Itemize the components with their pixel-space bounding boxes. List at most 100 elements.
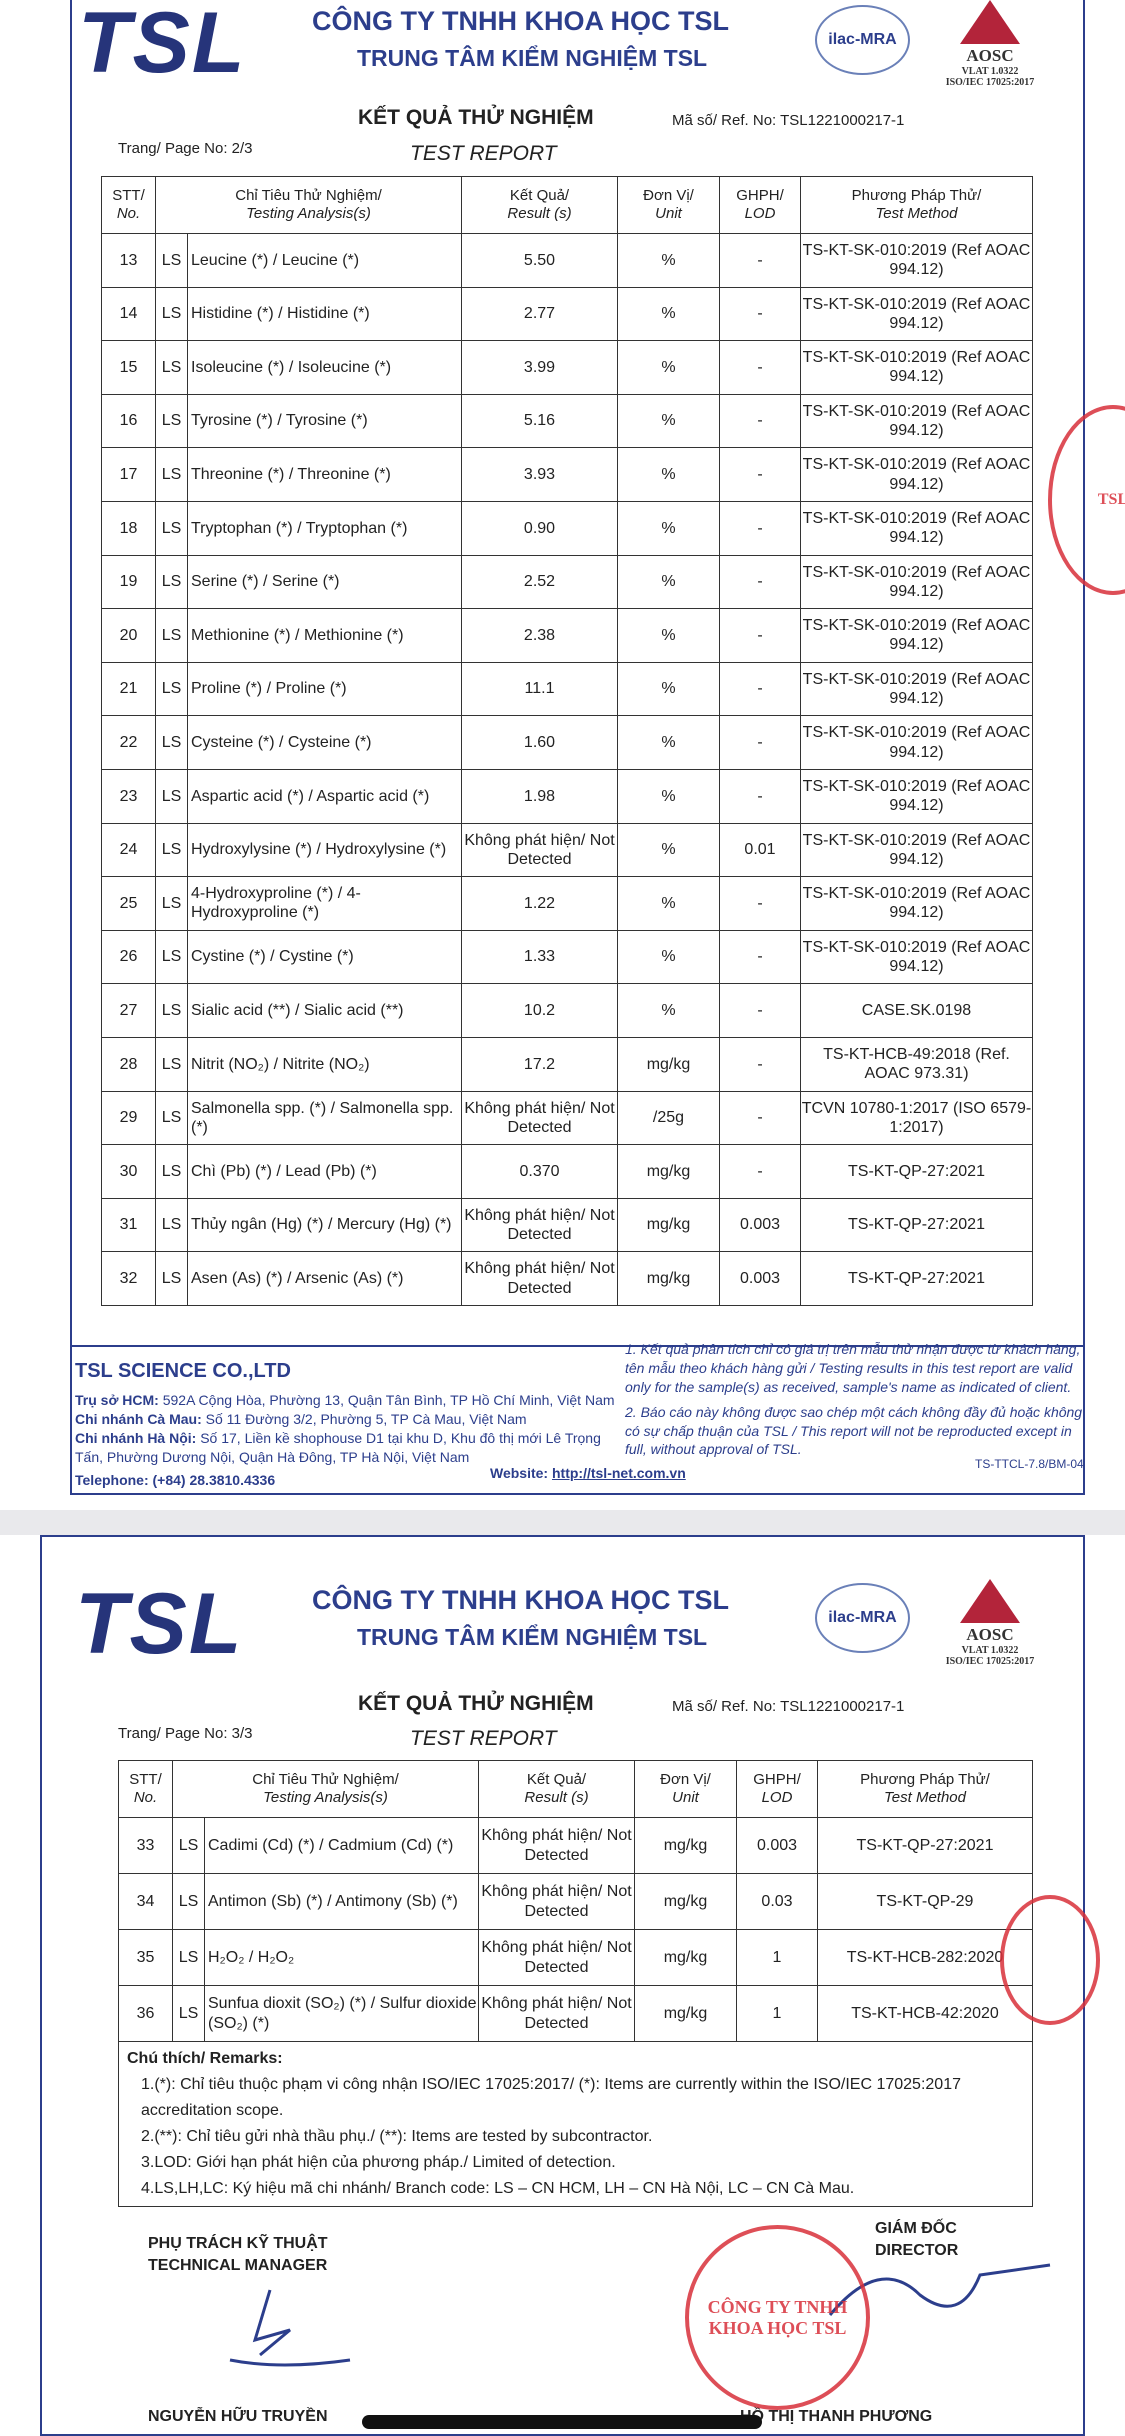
table-row: 14 LS Histidine (*) / Histidine (*) 2.77% - T… (101, 286, 1033, 342)
cell-unit: % (617, 447, 720, 502)
tech-manager-title: PHỤ TRÁCH KỸ THUẬT (148, 2235, 328, 2252)
cell-result: 2.77 (461, 286, 618, 342)
cell-unit: % (617, 554, 720, 610)
cell-result: 3.93 (461, 447, 618, 502)
cell-result: 1.33 (461, 929, 618, 985)
cell-unit: % (617, 661, 720, 717)
director-title-en: DIRECTOR (875, 2242, 959, 2259)
cell-method: TS-KT-SK-010:2019 (Ref AOAC 994.12) (800, 393, 1033, 449)
cell-result: 1.22 (461, 876, 618, 931)
col-lod: GHPH/LOD (736, 1760, 818, 1818)
cell-lod: 1 (736, 1985, 818, 2042)
tech-signature (229, 2289, 351, 2367)
cell-stt: 34 (118, 1873, 173, 1930)
cell-result: Không phát hiện/ Not Detected (461, 822, 618, 878)
cell-analysis: Asen (As) (*) / Arsenic (As) (*) (187, 1251, 462, 1306)
cell-analysis: Salmonella spp. (*) / Salmonella spp. (*… (187, 1090, 462, 1146)
cell-result: Không phát hiện/ Not Detected (478, 1873, 635, 1930)
cell-lod: - (719, 340, 801, 395)
cell-unit: % (617, 608, 720, 663)
table-row: 26 LS Cystine (*) / Cystine (*) 1.33% - TS-KT… (101, 929, 1033, 985)
cell-analysis: Serine (*) / Serine (*) (187, 554, 462, 610)
cell-unit: % (617, 393, 720, 449)
cell-lod: 0.003 (719, 1197, 801, 1253)
cell-analysis: Thủy ngân (Hg) (*) / Mercury (Hg) (*) (187, 1197, 462, 1253)
cell-lod: 0.003 (719, 1251, 801, 1306)
table-row: 31 LS Thủy ngân (Hg) (*) / Mercury (Hg) (*… (101, 1197, 1033, 1253)
center-name: TRUNG TÂM KIỂM NGHIỆM TSL (357, 45, 708, 71)
table-row: 21 LS Proline (*) / Proline (*) 11.1% - TS-KT… (101, 661, 1033, 717)
page-frame (70, 0, 1085, 1495)
table-row: 17 LS Threonine (*) / Threonine (*) 3.93% - T… (101, 447, 1033, 502)
cell-method: TS-KT-QP-29 (817, 1873, 1033, 1930)
col-unit: Đơn Vị/Unit (634, 1760, 737, 1818)
page-number: Trang/ Page No: 3/3 (118, 1725, 253, 1742)
table-row: 32 LS Asen (As) (*) / Arsenic (As) (*) Khôn… (101, 1251, 1033, 1306)
cell-unit: mg/kg (634, 1929, 737, 1986)
cell-lod: 0.03 (736, 1873, 818, 1930)
table-row: 24 LS Hydroxylysine (*) / Hydroxylysine (*… (101, 822, 1033, 878)
cell-result: 11.1 (461, 661, 618, 717)
cell-analysis: Antimon (Sb) (*) / Antimony (Sb) (*) (204, 1873, 479, 1930)
cell-result: Không phát hiện/ Not Detected (461, 1251, 618, 1306)
cell-result: 3.99 (461, 340, 618, 395)
cell-lod: 0.01 (719, 822, 801, 878)
cell-branch: LS (155, 1197, 188, 1253)
cell-lod: - (719, 715, 801, 770)
cell-method: TS-KT-SK-010:2019 (Ref AOAC 994.12) (800, 608, 1033, 663)
cell-method: TS-KT-SK-010:2019 (Ref AOAC 994.12) (800, 715, 1033, 770)
cell-result: Không phát hiện/ Not Detected (478, 1985, 635, 2042)
cell-unit: mg/kg (617, 1251, 720, 1306)
cell-analysis: Leucine (*) / Leucine (*) (187, 233, 462, 288)
cell-branch: LS (155, 608, 188, 663)
ilac-mra-logo: ilac-MRA (815, 5, 910, 75)
table-row: 29 LS Salmonella spp. (*) / Salmonella spp… (101, 1090, 1033, 1146)
cell-lod: - (719, 393, 801, 449)
tech-manager-title-en: TECHNICAL MANAGER (148, 2257, 328, 2274)
cell-method: TS-KT-SK-010:2019 (Ref AOAC 994.12) (800, 340, 1033, 395)
cell-result: 1.60 (461, 715, 618, 770)
cell-method: TCVN 10780-1:2017 (ISO 6579-1:2017) (800, 1090, 1033, 1146)
cell-analysis: Cadimi (Cd) (*) / Cadmium (Cd) (*) (204, 1817, 479, 1874)
form-code: TS-TTCL-7.8/BM-04 (975, 1457, 1084, 1471)
cell-lod: - (719, 447, 801, 502)
cell-analysis: H₂O₂ / H₂O₂ (204, 1929, 479, 1986)
report-page-2: TSL CÔNG TY TNHH KHOA HỌC TSL TRUNG TÂM … (0, 0, 1125, 1510)
cell-unit: % (617, 929, 720, 985)
website-link[interactable]: http://tsl-net.com.vn (551, 1465, 686, 1481)
ref-number: Mã số/ Ref. No: TSL1221000217-1 (672, 1698, 905, 1715)
col-analysis: Chỉ Tiêu Thử Nghiệm/Testing Analysis(s) (172, 1760, 479, 1818)
cell-result: Không phát hiện/ Not Detected (461, 1090, 618, 1146)
cell-stt: 29 (101, 1090, 156, 1146)
cell-result: 0.90 (461, 500, 618, 556)
director-name: HỒ THỊ THANH PHƯƠNG (740, 2408, 933, 2425)
cell-lod: - (719, 983, 801, 1038)
cell-stt: 15 (101, 340, 156, 395)
cell-method: TS-KT-SK-010:2019 (Ref AOAC 994.12) (800, 929, 1033, 985)
cell-branch: LS (155, 1144, 188, 1199)
aosc-logo: AOSC VLAT 1.0322 ISO/IEC 17025:2017 (930, 0, 1050, 88)
cell-stt: 17 (101, 447, 156, 502)
cell-result: 5.16 (461, 393, 618, 449)
cell-unit: /25g (617, 1090, 720, 1146)
cell-method: TS-KT-SK-010:2019 (Ref AOAC 994.12) (800, 768, 1033, 824)
cell-stt: 27 (101, 983, 156, 1038)
cell-analysis: Sialic acid (**) / Sialic acid (**) (187, 983, 462, 1038)
cell-stt: 13 (101, 233, 156, 288)
cell-analysis: Chì (Pb) (*) / Lead (Pb) (*) (187, 1144, 462, 1199)
table-row: 35 LS H₂O₂ / H₂O₂ Không phát hiện/ Not Dete… (118, 1929, 1033, 1986)
table-row: 22 LS Cysteine (*) / Cysteine (*) 1.60% - TS-… (101, 715, 1033, 770)
remarks: Chú thích/ Remarks: 1.(*): Chỉ tiêu thuộ… (118, 2042, 1033, 2207)
ilac-mra-logo: ilac-MRA (815, 1583, 910, 1653)
cell-stt: 18 (101, 500, 156, 556)
cell-lod: 1 (736, 1929, 818, 1986)
cell-branch: LS (155, 768, 188, 824)
title-en: TEST REPORT (410, 142, 557, 165)
page-number: Trang/ Page No: 2/3 (118, 140, 253, 157)
company-name: CÔNG TY TNHH KHOA HỌC TSL (312, 6, 729, 36)
cell-result: 2.52 (461, 554, 618, 610)
cell-stt: 14 (101, 286, 156, 342)
cell-branch: LS (155, 447, 188, 502)
results-table: STT/No. Chỉ Tiêu Thử Nghiệm/Testing Anal… (118, 1760, 1033, 2042)
home-indicator[interactable] (362, 2415, 762, 2429)
